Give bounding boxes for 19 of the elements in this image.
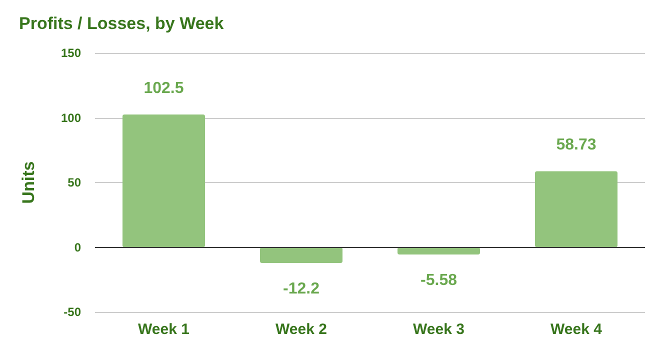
y-tick-label: 150: [60, 46, 82, 60]
bar: [535, 171, 618, 248]
y-tick-label: 100: [60, 110, 82, 125]
y-tick-label: 50: [68, 176, 82, 190]
bar: [122, 114, 205, 248]
y-tick-label: 0: [74, 240, 82, 254]
data-label: 102.5: [144, 80, 184, 98]
bar: [260, 247, 342, 264]
x-tick-label: Week 4: [550, 321, 603, 338]
data-label: 58.73: [556, 136, 596, 154]
y-axis-title: Units: [19, 161, 38, 204]
x-tick-label: Week 2: [276, 321, 327, 338]
x-tick-label: Week 1: [138, 321, 190, 338]
y-tick-label: -50: [64, 305, 82, 319]
x-tick-label: Week 3: [413, 321, 464, 338]
data-label: -12.2: [283, 280, 320, 298]
bar: [398, 247, 480, 254]
chart-title: Profits / Losses, by Week: [19, 14, 224, 33]
data-label: -5.58: [420, 272, 458, 289]
